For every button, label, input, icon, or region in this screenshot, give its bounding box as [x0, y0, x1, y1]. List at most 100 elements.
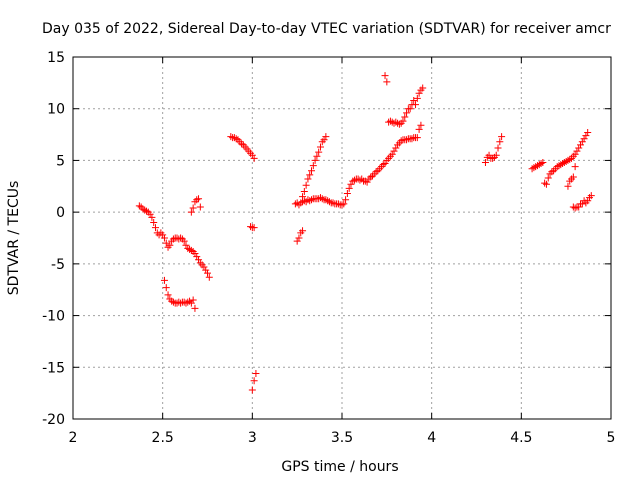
data-point	[415, 89, 423, 97]
data-point	[403, 136, 411, 144]
data-point	[248, 151, 256, 159]
data-point	[566, 155, 574, 163]
data-point	[587, 192, 595, 200]
data-point	[160, 276, 168, 284]
data-point	[494, 144, 502, 152]
data-point	[177, 234, 185, 242]
data-point	[390, 147, 398, 155]
chart-title: Day 035 of 2022, Sidereal Day-to-day VTE…	[42, 21, 611, 37]
data-point	[383, 78, 391, 86]
x-tick-label: 4	[427, 430, 436, 446]
data-point	[227, 133, 235, 141]
data-point	[299, 227, 307, 235]
y-tick-label: -20	[42, 412, 65, 428]
data-point	[539, 158, 547, 166]
data-point	[410, 96, 418, 104]
data-point	[569, 173, 577, 181]
data-point	[386, 117, 394, 125]
data-point	[564, 156, 572, 164]
data-point	[180, 237, 188, 245]
data-point	[195, 256, 203, 264]
data-point	[381, 160, 389, 168]
data-point	[564, 182, 572, 190]
data-point	[164, 291, 172, 299]
data-point	[187, 208, 195, 216]
data-point	[395, 120, 403, 128]
data-point	[191, 250, 199, 258]
y-axis-ticks: -20 -15 -10 -5 0 5 10 15	[42, 50, 611, 428]
data-point	[309, 162, 317, 170]
data-point	[537, 160, 545, 168]
data-point	[184, 244, 192, 252]
data-point	[148, 213, 156, 221]
data-point	[187, 299, 195, 307]
data-point	[186, 245, 194, 253]
data-point	[295, 234, 303, 242]
data-point	[293, 237, 301, 245]
data-point	[381, 72, 389, 80]
data-point	[419, 84, 427, 92]
data-point	[584, 129, 592, 137]
data-point	[250, 377, 258, 385]
data-point	[573, 147, 581, 155]
data-point	[291, 200, 299, 208]
data-point	[530, 164, 538, 172]
data-point	[338, 201, 346, 209]
data-point	[151, 224, 159, 232]
x-axis-ticks: 2 2.5 3 3.5 4 4.5 5	[69, 57, 615, 446]
data-point	[299, 193, 307, 201]
data-point	[329, 199, 337, 207]
grid-lines	[73, 57, 611, 419]
data-point	[193, 253, 201, 261]
data-point	[403, 109, 411, 117]
y-tick-label: -10	[42, 309, 65, 325]
data-point	[311, 156, 319, 164]
data-point	[343, 190, 351, 198]
y-tick-label: 5	[56, 153, 65, 169]
data-point	[204, 269, 211, 277]
data-point	[388, 150, 396, 158]
y-tick-label: -5	[51, 257, 65, 273]
data-point	[535, 161, 543, 169]
data-point	[349, 177, 357, 185]
data-point	[168, 297, 176, 305]
data-point	[248, 386, 256, 394]
data-point	[205, 273, 213, 281]
data-point	[528, 165, 536, 173]
data-point	[195, 195, 203, 203]
data-point	[532, 163, 540, 171]
data-point	[580, 135, 588, 143]
data-point	[415, 125, 423, 133]
data-point	[584, 197, 592, 205]
data-point	[397, 137, 405, 145]
data-point	[252, 369, 260, 377]
data-point	[324, 197, 332, 205]
data-point	[232, 135, 240, 143]
data-point	[143, 207, 151, 215]
data-point	[413, 134, 421, 142]
data-point	[300, 187, 308, 195]
data-point	[345, 184, 353, 192]
data-point	[496, 138, 504, 146]
data-point	[571, 163, 579, 171]
data-point	[489, 154, 497, 162]
data-point	[575, 203, 583, 211]
data-point	[322, 133, 330, 141]
data-point	[575, 144, 583, 152]
data-point	[200, 263, 208, 271]
data-point	[401, 113, 409, 121]
data-point	[189, 204, 197, 212]
data-point	[571, 204, 579, 212]
data-point	[399, 117, 407, 125]
data-point	[555, 162, 563, 170]
data-point	[379, 161, 387, 169]
y-axis-label: SDTVAR / TECUs	[6, 181, 22, 296]
data-point	[498, 133, 506, 141]
data-point	[417, 121, 425, 129]
data-point	[578, 138, 586, 146]
data-point	[162, 284, 170, 292]
data-point	[189, 296, 197, 304]
data-point	[361, 177, 369, 185]
data-point	[250, 224, 258, 232]
data-point	[485, 151, 493, 159]
